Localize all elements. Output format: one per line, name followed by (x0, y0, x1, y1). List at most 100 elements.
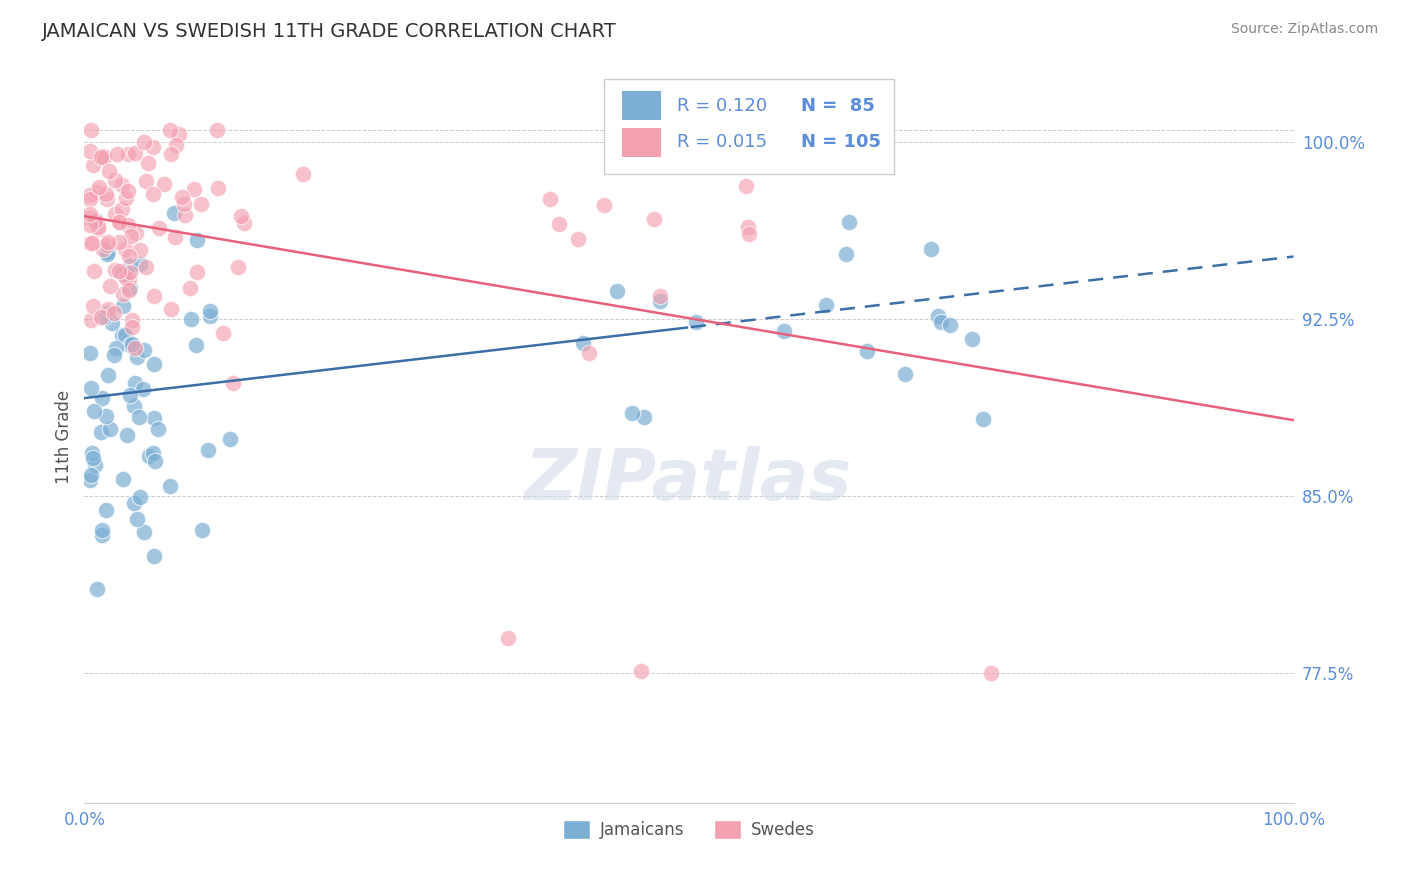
Point (939, 318, 962, 333)
Point (572, 336, 595, 351)
Point (190, 523, 212, 537)
Point (165, 229, 187, 244)
Legend: Jamaicans, Swedes: Jamaicans, Swedes (557, 814, 821, 846)
Point (80, 313, 103, 327)
Point (97, 302, 120, 317)
Point (121, 319, 143, 334)
Text: R = 0.015: R = 0.015 (676, 133, 768, 152)
Point (114, 242, 136, 256)
Point (165, 138, 187, 153)
Point (79, 473, 101, 487)
Point (128, 491, 150, 505)
Point (814, 298, 837, 312)
Point (142, 446, 165, 460)
Point (79, 192, 101, 206)
Point (80, 381, 103, 395)
Point (96, 235, 118, 249)
Point (115, 271, 138, 285)
Point (118, 265, 141, 279)
Point (159, 123, 181, 137)
Point (153, 177, 176, 191)
Text: Source: ZipAtlas.com: Source: ZipAtlas.com (1230, 22, 1378, 37)
Point (117, 185, 139, 199)
Point (855, 344, 877, 359)
Point (772, 324, 794, 338)
Point (205, 123, 228, 137)
Point (79, 345, 101, 359)
Point (159, 147, 181, 161)
Point (79, 211, 101, 225)
Point (617, 137, 640, 152)
Point (222, 376, 245, 391)
Point (82, 158, 104, 172)
Point (128, 257, 150, 271)
Point (94, 503, 117, 517)
Point (173, 208, 195, 222)
Point (86, 582, 108, 597)
Point (110, 215, 132, 229)
Point (91, 148, 114, 162)
Point (91, 528, 114, 542)
Point (97, 244, 120, 259)
Point (111, 178, 134, 192)
Point (132, 135, 155, 149)
Point (496, 631, 519, 645)
FancyBboxPatch shape (605, 78, 894, 174)
Point (103, 348, 125, 362)
Point (115, 191, 138, 205)
Point (125, 227, 148, 241)
Point (125, 512, 148, 526)
Point (96, 247, 118, 261)
Point (103, 305, 125, 319)
Text: ZIPatlas: ZIPatlas (526, 447, 852, 516)
Point (759, 159, 782, 173)
Point (180, 311, 202, 326)
Point (117, 218, 139, 232)
Point (86, 222, 108, 236)
Point (838, 215, 860, 229)
Point (111, 472, 134, 486)
Point (920, 243, 942, 257)
Point (547, 217, 569, 231)
Point (115, 267, 138, 281)
Point (90, 523, 112, 537)
Point (97, 164, 120, 178)
Point (104, 207, 127, 221)
Point (94, 186, 117, 201)
Bar (623, 128, 661, 157)
Point (142, 289, 165, 303)
Point (148, 220, 170, 235)
Point (142, 549, 165, 564)
Point (79, 236, 101, 251)
Point (83, 264, 105, 278)
Point (90, 425, 112, 439)
Point (593, 198, 616, 212)
Point (86, 186, 108, 200)
Point (83, 214, 105, 228)
Point (80, 467, 103, 482)
Point (118, 283, 141, 297)
Point (121, 313, 143, 327)
Point (980, 666, 1002, 681)
Point (135, 260, 157, 274)
Point (606, 284, 628, 298)
Point (226, 260, 249, 274)
Point (79, 188, 101, 202)
Point (138, 156, 160, 170)
Point (735, 178, 758, 193)
Point (207, 181, 229, 195)
Point (120, 337, 142, 351)
Point (578, 345, 600, 359)
Point (104, 341, 127, 355)
Point (184, 338, 207, 352)
Point (80, 446, 103, 460)
Point (96, 192, 118, 206)
Point (96, 237, 118, 252)
Point (80, 236, 103, 251)
Point (218, 432, 240, 446)
Point (540, 193, 562, 207)
Point (233, 217, 256, 231)
Point (170, 189, 193, 203)
Point (131, 382, 153, 396)
Point (90, 150, 112, 164)
